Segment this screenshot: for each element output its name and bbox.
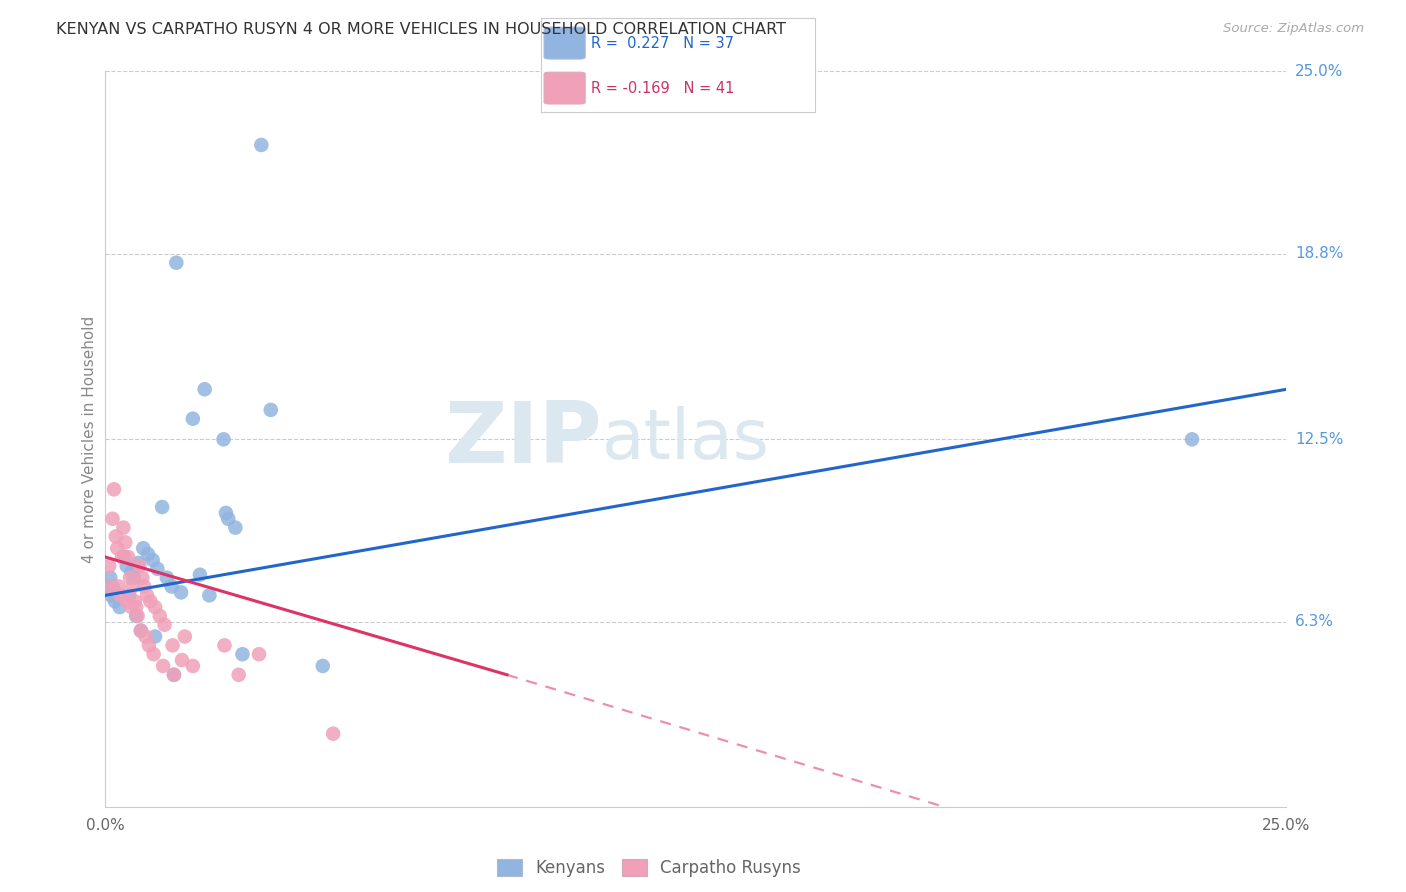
Point [160, 580, 183, 594]
Point [115, 594, 138, 608]
Point [170, 653, 193, 667]
Point [107, 580, 129, 594]
Point [118, 588, 141, 602]
Point [173, 630, 195, 644]
Point [129, 624, 152, 638]
Point [112, 521, 135, 535]
Point [153, 617, 176, 632]
Point [170, 585, 193, 599]
Point [117, 549, 139, 565]
Point [149, 608, 172, 623]
Point [125, 600, 148, 615]
Text: ZIP: ZIP [444, 398, 602, 481]
Point [150, 500, 173, 514]
Point [224, 521, 246, 535]
Point [181, 659, 204, 673]
Point [115, 558, 138, 573]
Text: 12.5%: 12.5% [1295, 432, 1343, 447]
Text: 6.3%: 6.3% [1295, 615, 1334, 630]
Point [108, 600, 131, 615]
Point [124, 594, 146, 608]
Point [129, 624, 152, 638]
Point [110, 588, 132, 602]
Text: atlas: atlas [602, 406, 769, 473]
Point [98, 558, 121, 573]
Point [143, 600, 166, 615]
Point [120, 565, 142, 579]
FancyBboxPatch shape [544, 72, 585, 104]
Point [212, 433, 235, 447]
Text: R = -0.169   N = 41: R = -0.169 N = 41 [591, 80, 734, 95]
Point [188, 567, 211, 582]
Point [1181, 433, 1204, 447]
Text: KENYAN VS CARPATHO RUSYN 4 OR MORE VEHICLES IN HOUSEHOLD CORRELATION CHART: KENYAN VS CARPATHO RUSYN 4 OR MORE VEHIC… [56, 22, 786, 37]
Point [146, 562, 169, 576]
Point [231, 647, 253, 661]
Point [312, 659, 335, 673]
Point [181, 411, 204, 425]
Point [142, 647, 165, 661]
Point [98, 571, 121, 585]
Point [152, 659, 174, 673]
Point [163, 667, 186, 681]
Point [142, 553, 165, 567]
Point [121, 580, 143, 594]
Point [156, 571, 179, 585]
Point [103, 483, 125, 497]
Point [125, 608, 148, 623]
Point [260, 403, 283, 417]
Point [111, 549, 134, 565]
Text: 18.8%: 18.8% [1295, 246, 1343, 261]
Point [139, 594, 162, 608]
Point [134, 580, 156, 594]
Legend: Kenyans, Carpatho Rusyns: Kenyans, Carpatho Rusyns [491, 852, 807, 884]
Point [104, 529, 127, 543]
Text: 25.0%: 25.0% [1295, 64, 1343, 78]
Point [128, 558, 150, 573]
Point [136, 588, 159, 602]
Point [194, 382, 217, 396]
Point [322, 726, 344, 740]
Point [101, 580, 124, 594]
Point [138, 639, 160, 653]
Point [112, 549, 135, 565]
Point [120, 600, 142, 615]
Point [143, 630, 166, 644]
Point [247, 647, 270, 661]
Point [118, 571, 141, 585]
Point [127, 608, 149, 623]
Point [132, 541, 155, 556]
Point [128, 556, 150, 570]
Text: Source: ZipAtlas.com: Source: ZipAtlas.com [1223, 22, 1364, 36]
FancyBboxPatch shape [544, 28, 585, 59]
Point [100, 580, 122, 594]
Point [228, 667, 250, 681]
Point [250, 138, 273, 153]
Y-axis label: 4 or more Vehicles in Household: 4 or more Vehicles in Household [82, 316, 97, 563]
Point [104, 594, 127, 608]
Point [100, 588, 122, 602]
Point [131, 571, 153, 585]
Point [101, 512, 124, 526]
Point [122, 571, 145, 585]
Point [135, 630, 157, 644]
Point [217, 512, 239, 526]
Point [215, 506, 238, 520]
Point [165, 255, 187, 269]
Point [105, 541, 128, 556]
Point [136, 547, 159, 561]
Point [214, 639, 236, 653]
Point [163, 667, 186, 681]
Point [162, 639, 184, 653]
Point [198, 588, 221, 602]
Text: R =  0.227   N = 37: R = 0.227 N = 37 [591, 36, 734, 51]
Point [114, 535, 136, 549]
